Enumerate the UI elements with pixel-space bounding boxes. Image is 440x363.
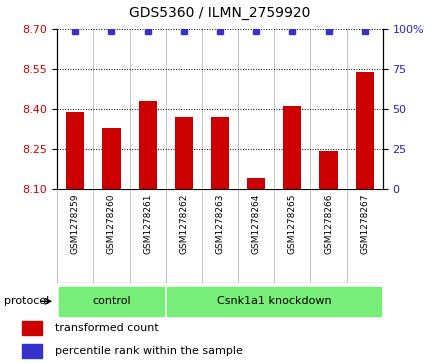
Text: transformed count: transformed count: [55, 323, 159, 333]
Text: GSM1278267: GSM1278267: [360, 193, 369, 254]
Bar: [356, 72, 374, 189]
Text: GSM1278262: GSM1278262: [180, 193, 188, 254]
Text: GSM1278263: GSM1278263: [216, 193, 224, 254]
Bar: [175, 117, 193, 189]
Bar: [283, 106, 301, 189]
Bar: [319, 151, 337, 189]
FancyBboxPatch shape: [59, 287, 164, 316]
Bar: [22, 321, 42, 335]
Text: protocol: protocol: [4, 296, 50, 306]
Text: GSM1278261: GSM1278261: [143, 193, 152, 254]
Text: GDS5360 / ILMN_2759920: GDS5360 / ILMN_2759920: [129, 6, 311, 20]
Text: percentile rank within the sample: percentile rank within the sample: [55, 346, 243, 356]
Text: GSM1278264: GSM1278264: [252, 193, 260, 254]
Bar: [211, 117, 229, 189]
Text: GSM1278259: GSM1278259: [71, 193, 80, 254]
Text: GSM1278260: GSM1278260: [107, 193, 116, 254]
Text: Csnk1a1 knockdown: Csnk1a1 knockdown: [217, 296, 332, 306]
Bar: [66, 111, 84, 189]
Bar: [103, 127, 121, 189]
Text: GSM1278266: GSM1278266: [324, 193, 333, 254]
Bar: [139, 101, 157, 189]
Text: GSM1278265: GSM1278265: [288, 193, 297, 254]
FancyBboxPatch shape: [167, 287, 381, 316]
Bar: [247, 178, 265, 189]
Bar: [22, 344, 42, 358]
Text: control: control: [92, 296, 131, 306]
